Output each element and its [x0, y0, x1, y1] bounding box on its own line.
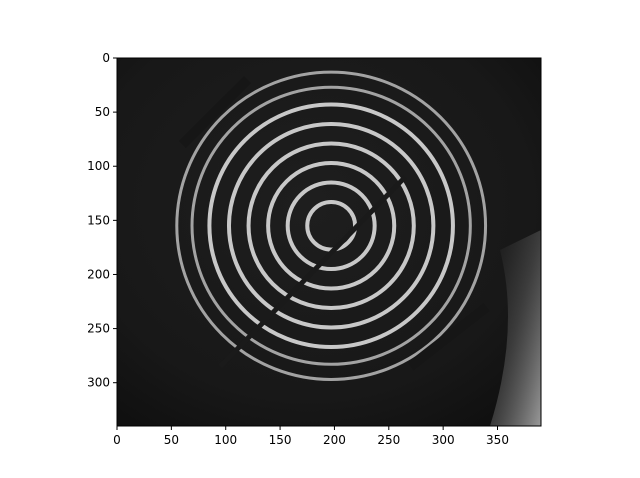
ring-7: [190, 85, 472, 366]
concentric-rings: [175, 70, 488, 381]
x-tick-label: 100: [214, 433, 237, 447]
photo-image: [117, 58, 541, 426]
ring-8: [175, 70, 488, 381]
ring-3: [266, 160, 397, 291]
x-tick-label: 150: [269, 433, 292, 447]
y-tick-label: 300: [87, 376, 110, 390]
ring-shadow-band: [178, 76, 490, 371]
ring-5: [226, 122, 436, 330]
y-tick-label: 250: [87, 322, 110, 336]
x-tick-label: 50: [164, 433, 179, 447]
y-tick-label: 0: [102, 51, 110, 65]
y-tick-label: 200: [87, 267, 110, 281]
x-tick-label: 300: [432, 433, 455, 447]
y-tick-label: 150: [87, 213, 110, 227]
outer-ring-gap-lower: [407, 303, 490, 371]
y-tick-label: 50: [95, 105, 110, 119]
x-axis: 0 50 100 150 200 250 300 350: [113, 426, 509, 447]
y-tick-label: 100: [87, 159, 110, 173]
image-background: [117, 58, 541, 426]
x-tick-label: 200: [323, 433, 346, 447]
outer-ring-gap-upper: [178, 76, 251, 149]
x-tick-label: 0: [113, 433, 121, 447]
ring-6: [207, 102, 455, 349]
x-tick-label: 250: [377, 433, 400, 447]
y-axis: 0 50 100 150 200 250 300: [87, 51, 117, 390]
bright-corner-region: [490, 230, 541, 426]
ring-2: [285, 180, 377, 272]
shadow-diagonal: [218, 175, 407, 369]
x-tick-label: 350: [486, 433, 509, 447]
axes-frame: [116, 57, 542, 427]
ring-4: [246, 141, 416, 311]
